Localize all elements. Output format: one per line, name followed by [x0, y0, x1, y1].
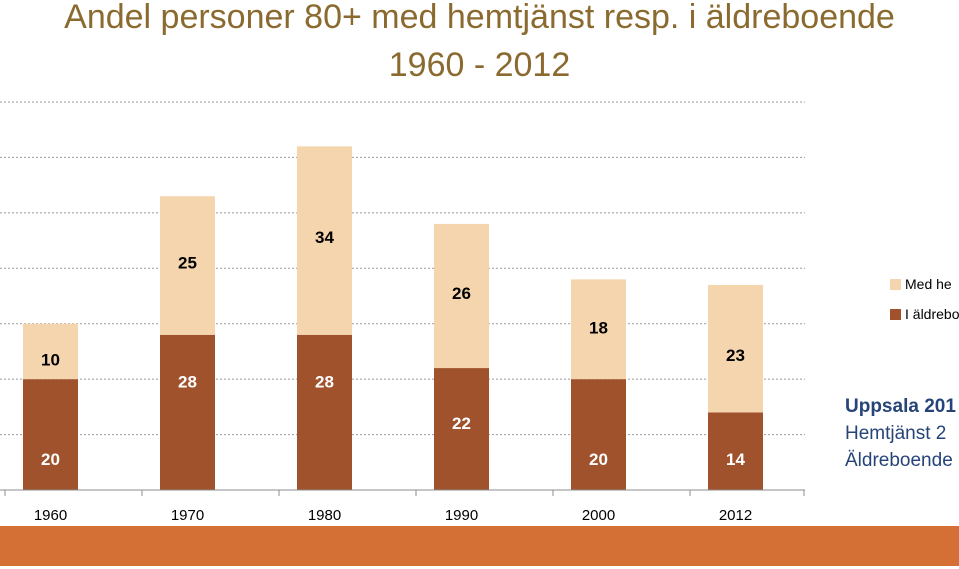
legend-label-aldreboende: I äldrebo	[905, 306, 959, 322]
data-label-hemtjanst-1990: 26	[452, 284, 471, 303]
footer-band-stripe	[0, 566, 959, 569]
legend-label-hemtjanst: Med he	[905, 276, 952, 292]
side-note-heading: Uppsala 201	[845, 396, 956, 417]
x-tick-label-1980: 1980	[308, 507, 341, 524]
data-label-aldreboende-1990: 22	[452, 414, 471, 433]
data-label-hemtjanst-1980: 34	[315, 228, 334, 247]
bar-hemtjanst-2000	[571, 279, 626, 380]
bar-hemtjanst-1970	[160, 196, 215, 335]
data-label-aldreboende-1970: 28	[178, 372, 197, 391]
bar-aldreboende-2000	[571, 379, 626, 490]
footer-band	[0, 526, 959, 569]
bar-aldreboende-1990	[434, 368, 489, 490]
data-label-hemtjanst-1970: 25	[178, 254, 197, 273]
x-tick-label-2000: 2000	[582, 507, 615, 524]
data-label-aldreboende-2000: 20	[589, 450, 608, 469]
x-tick-label-2012: 2012	[719, 507, 752, 524]
side-note-line-2: Äldreboende	[845, 450, 953, 471]
data-label-hemtjanst-2000: 18	[589, 318, 608, 337]
bar-aldreboende-1980	[297, 334, 352, 490]
bar-aldreboende-1970	[160, 334, 215, 490]
legend-swatch-hemtjanst	[890, 279, 901, 290]
bar-hemtjanst-1990	[434, 223, 489, 369]
x-tick-label-1960: 1960	[34, 507, 67, 524]
bar-hemtjanst-1980	[297, 146, 352, 335]
data-label-hemtjanst-1960: 10	[41, 351, 60, 370]
data-label-hemtjanst-2012: 23	[726, 346, 745, 365]
chart-subtitle: 1960 - 2012	[388, 46, 571, 84]
legend-swatch-aldreboende	[890, 309, 901, 320]
x-tick-label-1990: 1990	[445, 507, 478, 524]
side-note-line-1: Hemtjänst 2	[845, 423, 947, 444]
data-label-aldreboende-1980: 28	[315, 372, 334, 391]
chart-title: Andel personer 80+ med hemtjänst resp. i…	[64, 0, 895, 36]
bar-hemtjanst-2012	[708, 284, 763, 413]
data-label-aldreboende-2012: 14	[726, 450, 745, 469]
stacked-bar-chart: 20 10 1960 28 25 1970 28 34 1980 22 26 1990 20 18 2000…	[0, 101, 959, 524]
data-label-aldreboende-1960: 20	[41, 450, 60, 469]
x-tick-label-1970: 1970	[171, 507, 204, 524]
bar-aldreboende-1960	[23, 379, 78, 490]
bar-hemtjanst-1960	[23, 323, 78, 380]
bar-aldreboende-2012	[708, 412, 763, 490]
